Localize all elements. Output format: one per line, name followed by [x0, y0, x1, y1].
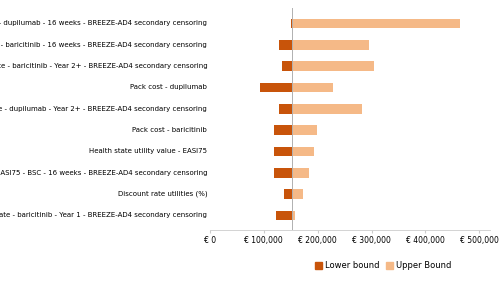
Bar — [292, 168, 308, 178]
Bar — [292, 61, 374, 71]
Legend: Lower bound, Upper Bound: Lower bound, Upper Bound — [316, 261, 452, 270]
Bar — [282, 61, 292, 71]
Bar — [276, 211, 292, 220]
Bar — [292, 19, 460, 28]
Bar — [284, 189, 292, 199]
Bar — [292, 83, 333, 92]
Bar — [292, 125, 316, 135]
Bar — [292, 104, 362, 114]
Bar — [274, 125, 292, 135]
Bar — [279, 40, 292, 49]
Bar — [260, 83, 292, 92]
Bar — [274, 168, 292, 178]
Bar — [279, 104, 292, 114]
Bar — [292, 147, 314, 156]
Bar — [291, 19, 292, 28]
Bar — [292, 40, 369, 49]
Bar — [274, 147, 292, 156]
Bar — [292, 211, 295, 220]
Bar — [292, 189, 303, 199]
